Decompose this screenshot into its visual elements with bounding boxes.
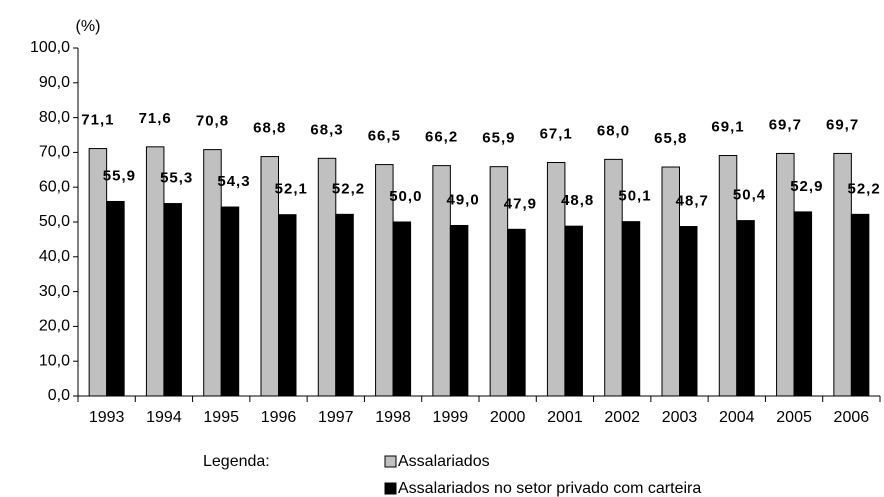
bar [335, 213, 354, 397]
value-label: 52,2 [848, 180, 881, 197]
bar [850, 213, 870, 397]
legend-label: Assalariados no setor privado com cartei… [398, 480, 701, 497]
value-label: 48,8 [561, 192, 594, 209]
y-unit-label: (%) [76, 18, 101, 35]
y-tick-label: 10,0 [39, 352, 70, 369]
y-tick-label: 0,0 [48, 387, 70, 404]
bar [793, 211, 813, 397]
x-tick-label: 2003 [662, 409, 698, 426]
x-tick-label: 1994 [146, 409, 182, 426]
value-label: 71,1 [81, 112, 114, 129]
y-tick-label: 90,0 [39, 74, 70, 91]
value-label: 55,9 [103, 167, 136, 184]
y-tick-label: 30,0 [39, 283, 70, 300]
x-tick-label: 1995 [203, 409, 239, 426]
value-label: 69,7 [769, 116, 802, 133]
value-label: 52,1 [275, 181, 308, 198]
value-label: 70,8 [196, 113, 229, 130]
value-label: 52,2 [332, 180, 365, 197]
value-label: 55,3 [160, 170, 193, 187]
y-tick-label: 70,0 [39, 144, 70, 161]
x-tick-label: 1993 [89, 409, 125, 426]
legend-swatch [384, 455, 397, 468]
value-label: 67,1 [540, 125, 573, 142]
y-tick-label: 40,0 [39, 248, 70, 265]
x-tick-label: 1999 [433, 409, 469, 426]
bar [449, 224, 469, 397]
y-tick-label: 80,0 [39, 109, 70, 126]
y-tick-label: 60,0 [39, 178, 70, 195]
value-label: 66,5 [368, 128, 401, 145]
legend-swatch [384, 482, 397, 495]
x-tick-label: 2006 [834, 409, 870, 426]
bar [106, 200, 125, 397]
value-label: 50,4 [733, 187, 766, 204]
bar [88, 148, 108, 397]
y-tick-label: 50,0 [39, 213, 70, 230]
value-label: 52,9 [790, 178, 823, 195]
x-tick-label: 2000 [490, 409, 526, 426]
x-tick-label: 2002 [604, 409, 640, 426]
bar [507, 228, 526, 397]
x-tick-label: 2004 [719, 409, 755, 426]
value-label: 50,1 [618, 188, 651, 205]
x-tick-label: 2001 [547, 409, 583, 426]
value-label: 66,2 [425, 129, 458, 146]
value-label: 69,7 [826, 116, 859, 133]
value-label: 65,8 [654, 130, 687, 147]
value-label: 65,9 [482, 130, 515, 147]
value-label: 48,7 [676, 192, 709, 209]
bar [564, 225, 583, 397]
value-label: 49,0 [447, 191, 480, 208]
bar [736, 220, 755, 397]
bar [220, 206, 240, 397]
legend-title: Legenda: [203, 453, 270, 470]
x-tick-label: 1997 [318, 409, 354, 426]
value-label: 47,9 [504, 195, 537, 212]
bar [392, 221, 412, 397]
bar [679, 226, 698, 397]
bar [163, 203, 182, 397]
x-tick-label: 1996 [261, 409, 297, 426]
value-label: 69,1 [711, 119, 744, 136]
value-label: 68,3 [310, 121, 343, 138]
y-tick-label: 20,0 [39, 318, 70, 335]
x-tick-label: 2005 [776, 409, 812, 426]
y-tick-label: 100,0 [30, 39, 70, 56]
value-label: 50,0 [389, 188, 422, 205]
value-label: 71,6 [139, 110, 172, 127]
bar [278, 214, 297, 397]
legend-label: Assalariados [398, 453, 490, 470]
bar [621, 221, 641, 397]
value-label: 68,8 [253, 120, 286, 137]
x-tick-label: 1998 [375, 409, 411, 426]
value-label: 68,0 [597, 122, 630, 139]
value-label: 54,3 [217, 173, 250, 190]
